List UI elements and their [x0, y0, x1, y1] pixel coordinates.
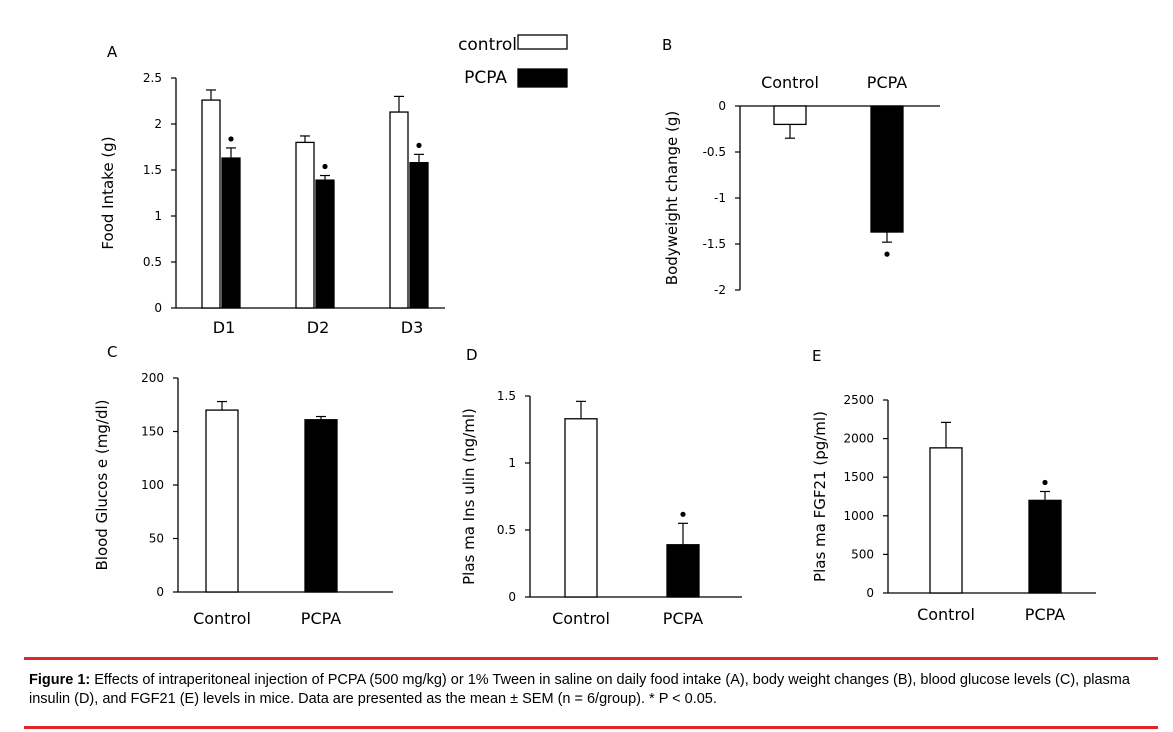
- y-tick-label-e: 0: [866, 586, 874, 600]
- panel-c: 0 50 100 150 200 Blood Glucos e (mg/dl) Contro…: [93, 371, 393, 628]
- category-label-b: Control: [761, 73, 819, 92]
- bar-a-pcpa: [221, 157, 241, 309]
- y-tick-label-c: 100: [141, 478, 164, 492]
- y-tick-label-b: -2: [714, 283, 726, 297]
- bar-a-pcpa: [409, 161, 429, 309]
- panel-letter-a: A: [107, 43, 118, 61]
- panel-a: 0 0.5 1 1.5 2 2.5 Food Intake (g) D1 D2 D3: [99, 71, 445, 337]
- category-label-d: PCPA: [663, 609, 703, 628]
- bar-b-control: [773, 105, 807, 126]
- legend-swatch-pcpa: [517, 68, 568, 88]
- category-label-c: PCPA: [301, 609, 341, 628]
- significance-marker-a: [322, 163, 328, 170]
- bar-a-control: [201, 99, 221, 309]
- category-label-e: Control: [917, 605, 975, 624]
- category-label-b: PCPA: [867, 73, 907, 92]
- y-tick-label-e: 2500: [843, 393, 874, 407]
- bar-c-pcpa: [304, 419, 338, 593]
- y-axis-label-a: Food Intake (g): [99, 136, 117, 249]
- significance-marker-d: [680, 511, 686, 517]
- y-tick-label-a: 1: [154, 209, 162, 223]
- legend-label-control: control: [458, 35, 517, 55]
- y-tick-label-e: 1000: [843, 509, 874, 523]
- y-tick-label-c: 200: [141, 371, 164, 385]
- panel-letter-b: B: [662, 36, 672, 54]
- y-tick-label-b: -0.5: [703, 145, 726, 159]
- y-tick-label-a: 0: [154, 301, 162, 315]
- y-axis-label-d: Plas ma Ins ulin (ng/ml): [460, 408, 478, 585]
- y-tick-label-a: 1.5: [143, 163, 162, 177]
- panel-d: 0 0.5 1 1.5 Plas ma Ins ulin (ng/ml) Control P…: [460, 389, 742, 628]
- y-tick-label-d: 1.5: [497, 389, 516, 403]
- y-tick-label-b: -1: [714, 191, 726, 205]
- caption-text: Effects of intraperitoneal injection of …: [29, 672, 1130, 707]
- y-tick-label-d: 0.5: [497, 523, 516, 537]
- category-label-a: D2: [307, 318, 330, 337]
- category-label-a: D1: [213, 318, 236, 337]
- y-tick-label-e: 1500: [843, 470, 874, 484]
- category-label-e: PCPA: [1025, 605, 1065, 624]
- bar-d-pcpa: [666, 544, 700, 598]
- legend: control PCPA: [458, 34, 568, 88]
- bar-c-control: [205, 409, 239, 593]
- bar-b-pcpa: [870, 105, 904, 233]
- y-tick-label-b: 0: [718, 99, 726, 113]
- caption-bottom-rule: [24, 726, 1158, 729]
- panel-letter-c: C: [107, 343, 117, 361]
- significance-marker-b: [884, 251, 890, 257]
- y-tick-label-c: 150: [141, 425, 164, 439]
- bar-a-control: [295, 141, 315, 309]
- y-tick-label-a: 2.5: [143, 71, 162, 85]
- y-tick-label-a: 0.5: [143, 255, 162, 269]
- figure-panels: A B C D E control PCPA 0 0.5 1 1.5 2 2.5 Food …: [93, 34, 1096, 628]
- bar-e-control: [929, 447, 963, 594]
- significance-marker-e: [1042, 479, 1048, 486]
- panel-e: 0 500 1000 1500 2000 2500 Plas ma FGF21 (pg/ml…: [811, 393, 1096, 624]
- y-tick-label-c: 0: [156, 585, 164, 599]
- significance-marker-a: [228, 136, 234, 142]
- y-tick-label-d: 1: [508, 456, 516, 470]
- bar-e-pcpa: [1028, 499, 1062, 594]
- y-tick-label-d: 0: [508, 590, 516, 604]
- panel-letter-e: E: [812, 347, 821, 365]
- y-tick-label-c: 50: [149, 532, 164, 546]
- y-tick-label-e: 2000: [843, 432, 874, 446]
- panel-b: 0 -0.5 -1 -1.5 -2 Bodyweight change (g) Contro…: [663, 73, 940, 297]
- category-label-a: D3: [401, 318, 424, 337]
- bar-a-pcpa: [315, 179, 335, 309]
- significance-marker-a: [416, 142, 422, 148]
- caption-label: Figure 1:: [29, 672, 91, 688]
- category-label-c: Control: [193, 609, 251, 628]
- figure-caption: Figure 1: Effects of intraperitoneal inj…: [29, 671, 1159, 709]
- caption-top-rule: [24, 657, 1158, 660]
- y-tick-label-b: -1.5: [703, 237, 726, 251]
- legend-swatch-control: [517, 34, 568, 50]
- y-axis-label-e: Plas ma FGF21 (pg/ml): [811, 411, 829, 582]
- panel-letter-d: D: [466, 346, 478, 364]
- y-axis-label-c: Blood Glucos e (mg/dl): [93, 400, 111, 571]
- y-axis-label-b: Bodyweight change (g): [663, 111, 681, 285]
- legend-label-pcpa: PCPA: [464, 68, 507, 88]
- y-tick-label-a: 2: [154, 117, 162, 131]
- y-tick-label-e: 500: [851, 547, 874, 561]
- bar-a-control: [389, 111, 409, 309]
- bar-d-control: [564, 418, 598, 598]
- category-label-d: Control: [552, 609, 610, 628]
